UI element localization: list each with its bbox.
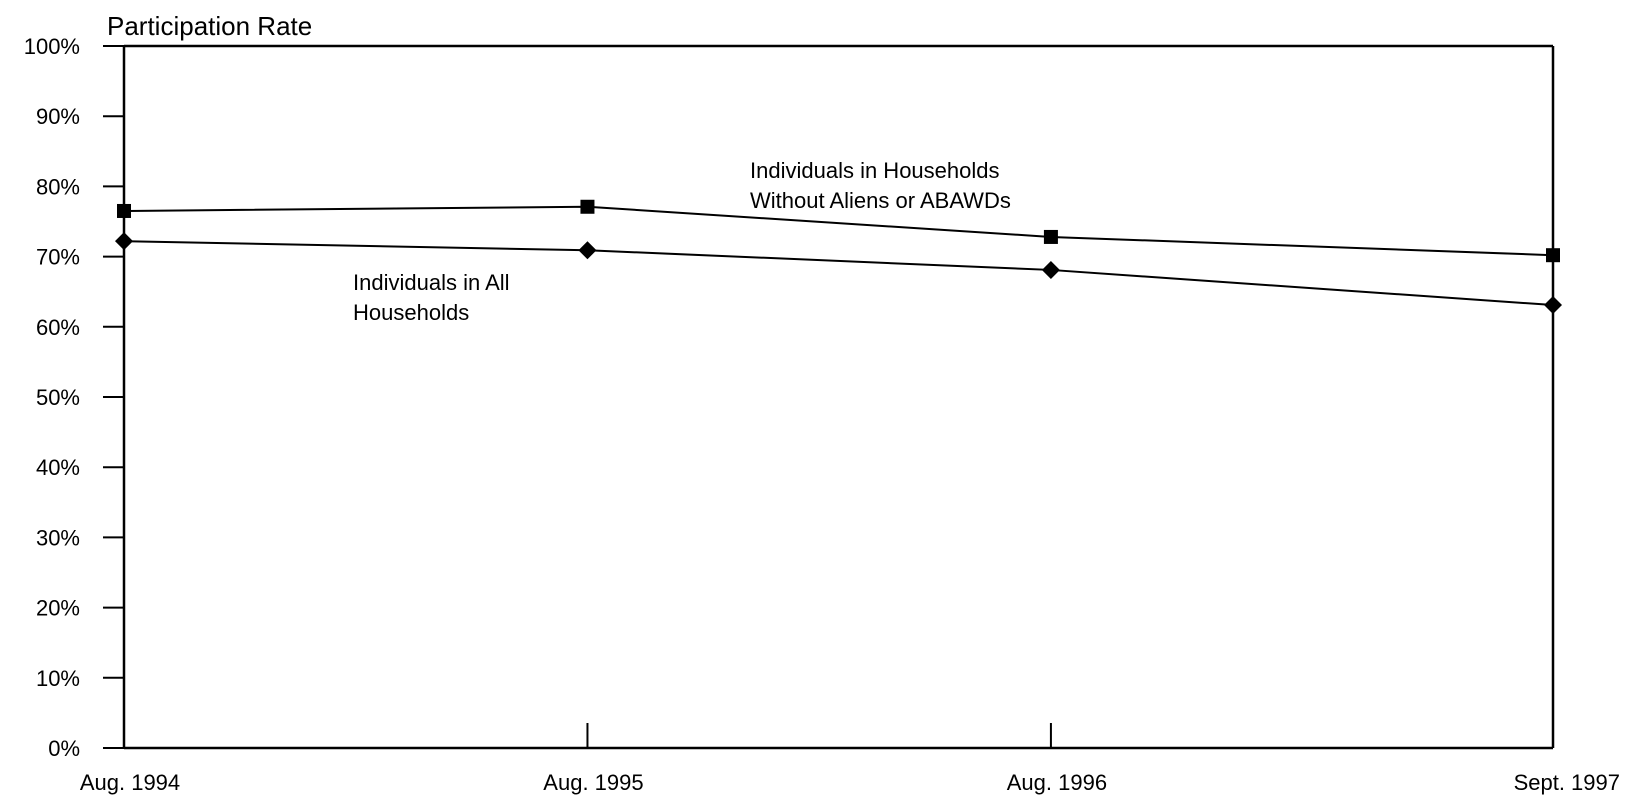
annotation-series-2-line-2: Households — [353, 300, 469, 325]
annotation-series-1-line-2: Without Aliens or ABAWDs — [750, 188, 1011, 213]
y-tick-label: 60% — [36, 315, 80, 340]
plot-area — [122, 44, 1555, 750]
series-line-1 — [123, 205, 1554, 257]
x-tick-label: Aug. 1994 — [80, 770, 180, 795]
y-axis: 0% 10% 20% 30% 40% 50% 60% 70% 80% 90% 100% — [24, 34, 124, 761]
y-tick-label: 70% — [36, 245, 80, 270]
x-tick-label: Aug. 1995 — [543, 770, 643, 795]
y-tick-label: 0% — [48, 736, 80, 761]
diamond-marker — [578, 241, 597, 260]
y-axis-title: Participation Rate — [107, 11, 312, 41]
y-tick-label: 40% — [36, 455, 80, 480]
x-tick-label: Aug. 1996 — [1007, 770, 1107, 795]
y-tick-label: 80% — [36, 174, 80, 199]
y-tick-label: 50% — [36, 385, 80, 410]
annotation-series-2-line-1: Individuals in All — [353, 270, 510, 295]
y-tick-label: 10% — [36, 666, 80, 691]
series-line-2 — [123, 240, 1554, 307]
diamond-marker — [1041, 260, 1060, 279]
y-tick-label: 30% — [36, 525, 80, 550]
annotation-series-1-line-1: Individuals in Households — [750, 158, 1000, 183]
square-marker — [580, 199, 595, 214]
diamond-marker — [1544, 296, 1562, 315]
square-marker — [117, 203, 131, 218]
x-tick-label: Sept. 1997 — [1514, 770, 1620, 795]
diamond-marker — [115, 232, 133, 251]
y-tick-label: 90% — [36, 104, 80, 129]
square-marker — [1043, 229, 1058, 244]
square-marker — [1546, 248, 1560, 263]
series-group — [115, 199, 1562, 315]
y-tick-label: 100% — [24, 34, 80, 59]
y-tick-label: 20% — [36, 596, 80, 621]
x-axis: Aug. 1994 Aug. 1995 Aug. 1996 Sept. 1997 — [80, 723, 1620, 795]
